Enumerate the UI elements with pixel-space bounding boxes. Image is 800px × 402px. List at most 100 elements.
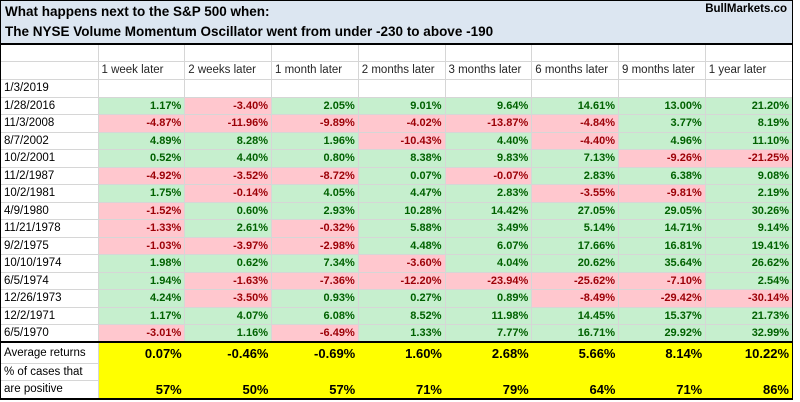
return-cell[interactable]: -4.40% bbox=[531, 132, 619, 150]
return-cell[interactable]: -3.97% bbox=[184, 237, 272, 255]
return-cell[interactable]: 7.34% bbox=[271, 254, 359, 273]
return-cell[interactable]: 4.07% bbox=[184, 307, 272, 325]
return-cell[interactable]: -4.92% bbox=[98, 167, 186, 185]
return-cell[interactable]: -9.81% bbox=[618, 184, 706, 203]
average-return-cell[interactable]: 8.14% bbox=[618, 341, 706, 363]
return-cell[interactable]: 0.52% bbox=[98, 149, 186, 168]
return-cell[interactable]: 1.16% bbox=[184, 324, 272, 343]
return-cell[interactable]: 4.40% bbox=[445, 132, 533, 150]
return-cell[interactable]: -4.87% bbox=[98, 114, 186, 133]
column-header[interactable]: 9 months later bbox=[618, 61, 706, 80]
return-cell[interactable]: 17.66% bbox=[531, 237, 619, 255]
return-cell[interactable]: -8.49% bbox=[531, 289, 619, 308]
return-cell[interactable]: -3.01% bbox=[98, 324, 186, 343]
row-date[interactable]: 1/3/2019 bbox=[1, 79, 99, 98]
row-date[interactable]: 8/7/2002 bbox=[1, 132, 99, 150]
return-cell[interactable]: 0.80% bbox=[271, 149, 359, 168]
average-returns-label[interactable]: Average returns bbox=[1, 341, 99, 364]
column-header[interactable]: 1 month later bbox=[271, 61, 359, 80]
cell-blank[interactable] bbox=[98, 363, 185, 380]
return-cell[interactable]: 15.37% bbox=[618, 307, 706, 325]
return-cell[interactable]: -7.36% bbox=[271, 272, 359, 290]
percent-positive-cell[interactable]: 64% bbox=[531, 380, 619, 400]
column-header[interactable]: 1 year later bbox=[705, 61, 792, 80]
return-cell[interactable]: 5.14% bbox=[531, 219, 619, 238]
cell-blank[interactable] bbox=[358, 79, 446, 98]
cell-blank[interactable] bbox=[445, 363, 532, 380]
return-cell[interactable]: 1.17% bbox=[98, 307, 186, 325]
percent-positive-label-line2[interactable]: are positive bbox=[1, 380, 99, 400]
row-date[interactable]: 11/2/1987 bbox=[1, 167, 99, 185]
return-cell[interactable]: -0.32% bbox=[271, 219, 359, 238]
cell-blank[interactable] bbox=[98, 79, 186, 98]
cell-blank[interactable] bbox=[184, 79, 272, 98]
percent-positive-cell[interactable]: 86% bbox=[705, 380, 792, 400]
return-cell[interactable]: -2.98% bbox=[271, 237, 359, 255]
return-cell[interactable]: -1.63% bbox=[184, 272, 272, 290]
return-cell[interactable]: 13.00% bbox=[618, 97, 706, 115]
return-cell[interactable]: -23.94% bbox=[445, 272, 533, 290]
column-header[interactable]: 6 months later bbox=[531, 61, 619, 80]
return-cell[interactable]: -0.07% bbox=[445, 167, 533, 185]
percent-positive-label-line1[interactable]: % of cases that bbox=[1, 363, 99, 381]
column-header[interactable]: 1 week later bbox=[98, 61, 186, 80]
cell-blank[interactable] bbox=[705, 363, 792, 380]
return-cell[interactable]: 16.81% bbox=[618, 237, 706, 255]
row-date[interactable]: 6/5/1974 bbox=[1, 272, 99, 290]
percent-positive-cell[interactable]: 57% bbox=[271, 380, 359, 400]
cell-blank[interactable] bbox=[358, 45, 446, 62]
average-return-cell[interactable]: -0.46% bbox=[184, 341, 272, 363]
average-return-cell[interactable]: 5.66% bbox=[531, 341, 619, 363]
return-cell[interactable]: 9.83% bbox=[445, 149, 533, 168]
return-cell[interactable]: -1.52% bbox=[98, 202, 186, 220]
return-cell[interactable]: 14.45% bbox=[531, 307, 619, 325]
return-cell[interactable]: 0.93% bbox=[271, 289, 359, 308]
return-cell[interactable]: -6.49% bbox=[271, 324, 359, 343]
row-date[interactable]: 10/2/2001 bbox=[1, 149, 99, 168]
cell-blank[interactable] bbox=[531, 79, 619, 98]
return-cell[interactable]: 4.89% bbox=[98, 132, 186, 150]
return-cell[interactable]: 7.13% bbox=[531, 149, 619, 168]
column-header[interactable]: 2 weeks later bbox=[184, 61, 272, 80]
corner-cell[interactable] bbox=[1, 61, 99, 80]
cell-blank[interactable] bbox=[184, 45, 272, 62]
return-cell[interactable]: 4.24% bbox=[98, 289, 186, 308]
return-cell[interactable]: 1.33% bbox=[358, 324, 446, 343]
return-cell[interactable]: -11.96% bbox=[184, 114, 272, 133]
return-cell[interactable]: -4.84% bbox=[531, 114, 619, 133]
return-cell[interactable]: -30.14% bbox=[705, 289, 792, 308]
return-cell[interactable]: 0.07% bbox=[358, 167, 446, 185]
return-cell[interactable]: 4.48% bbox=[358, 237, 446, 255]
return-cell[interactable]: 1.94% bbox=[98, 272, 186, 290]
cell-blank[interactable] bbox=[271, 363, 359, 380]
return-cell[interactable]: 6.08% bbox=[271, 307, 359, 325]
return-cell[interactable]: -13.87% bbox=[445, 114, 533, 133]
percent-positive-cell[interactable]: 50% bbox=[184, 380, 272, 400]
return-cell[interactable]: -12.20% bbox=[358, 272, 446, 290]
return-cell[interactable]: 29.92% bbox=[618, 324, 706, 343]
row-date[interactable]: 9/2/1975 bbox=[1, 237, 99, 255]
return-cell[interactable]: -10.43% bbox=[358, 132, 446, 150]
return-cell[interactable]: -3.55% bbox=[531, 184, 619, 203]
return-cell[interactable]: 6.07% bbox=[445, 237, 533, 255]
return-cell[interactable]: 30.26% bbox=[705, 202, 792, 220]
return-cell[interactable]: 3.49% bbox=[445, 219, 533, 238]
column-header[interactable]: 2 months later bbox=[358, 61, 446, 80]
return-cell[interactable]: -3.40% bbox=[184, 97, 272, 115]
return-cell[interactable]: 14.71% bbox=[618, 219, 706, 238]
return-cell[interactable]: 8.19% bbox=[705, 114, 792, 133]
return-cell[interactable]: -7.10% bbox=[618, 272, 706, 290]
return-cell[interactable]: 2.61% bbox=[184, 219, 272, 238]
return-cell[interactable]: 9.08% bbox=[705, 167, 792, 185]
cell-blank[interactable] bbox=[98, 45, 186, 62]
return-cell[interactable]: 3.77% bbox=[618, 114, 706, 133]
return-cell[interactable]: 4.04% bbox=[445, 254, 533, 273]
return-cell[interactable]: 14.42% bbox=[445, 202, 533, 220]
return-cell[interactable]: 4.96% bbox=[618, 132, 706, 150]
cell-blank[interactable] bbox=[705, 79, 792, 98]
row-date[interactable]: 10/10/1974 bbox=[1, 254, 99, 273]
return-cell[interactable]: 1.96% bbox=[271, 132, 359, 150]
cell-blank[interactable] bbox=[618, 363, 706, 380]
cell-blank[interactable] bbox=[184, 363, 272, 380]
return-cell[interactable]: 26.62% bbox=[705, 254, 792, 273]
